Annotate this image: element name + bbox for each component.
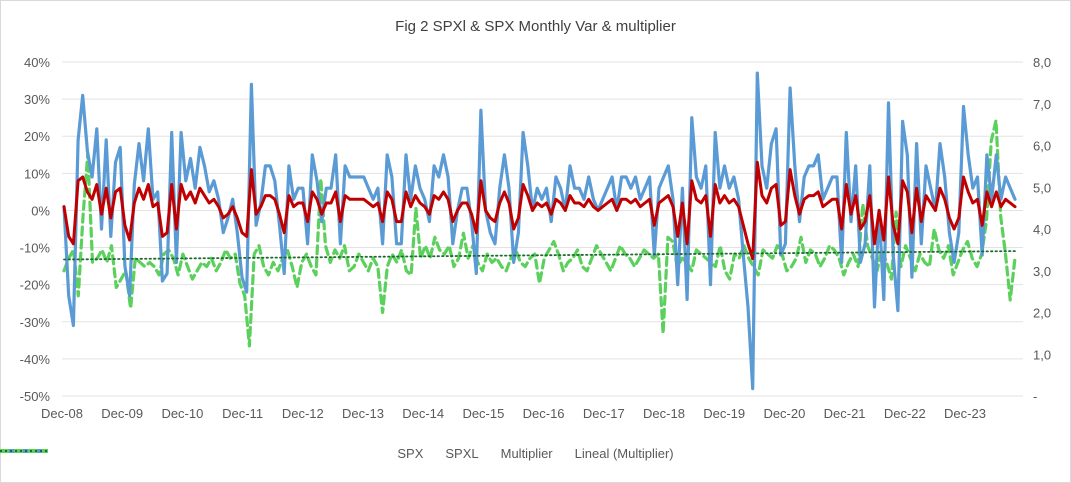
x-axis: Dec-08 Dec-09 Dec-10 Dec-11 Dec-12 Dec-13 Dec-… [41, 406, 986, 421]
y-left-tick-label: 10% [24, 166, 50, 181]
legend-label-spx: SPX [397, 446, 424, 461]
x-tick-label: Dec-12 [282, 406, 324, 421]
y-axis-right: 8,0 7,0 6,0 5,0 4,0 3,0 2,0 1,0 - [1033, 55, 1051, 404]
y-right-tick-label: 7,0 [1033, 97, 1051, 112]
y-right-tick-label: 4,0 [1033, 222, 1051, 237]
chart-title: Fig 2 SPXl & SPX Monthly Var & multiplie… [395, 18, 676, 35]
x-tick-label: Dec-15 [462, 406, 504, 421]
gridlines [62, 61, 1023, 397]
legend-swatch-multiplier [0, 449, 48, 453]
x-tick-label: Dec-19 [703, 406, 745, 421]
y-right-tick-label: - [1033, 389, 1037, 404]
series-line-trend [63, 250, 1016, 261]
x-tick-label: Dec-20 [763, 406, 805, 421]
y-right-tick-label: 2,0 [1033, 306, 1051, 321]
y-left-tick-label: -30% [20, 315, 51, 330]
x-tick-label: Dec-21 [824, 406, 866, 421]
x-tick-label: Dec-18 [643, 406, 685, 421]
y-left-tick-label: -10% [20, 241, 51, 256]
y-left-tick-label: 40% [24, 55, 50, 70]
x-tick-label: Dec-16 [523, 406, 565, 421]
legend-swatch-trend [0, 450, 48, 452]
y-left-tick-label: 0% [31, 203, 50, 218]
legend-item-spxl: SPXL [0, 446, 479, 461]
y-right-tick-label: 8,0 [1033, 55, 1051, 70]
y-left-tick-label: 20% [24, 129, 50, 144]
x-tick-label: Dec-09 [101, 406, 143, 421]
x-tick-label: Dec-17 [583, 406, 625, 421]
y-right-tick-label: 1,0 [1033, 347, 1051, 362]
y-right-tick-label: 6,0 [1033, 139, 1051, 154]
x-tick-label: Dec-10 [161, 406, 203, 421]
y-axis-left: 40% 30% 20% 10% 0% -10% -20% -30% -40% -50% [20, 55, 51, 404]
x-tick-label: Dec-23 [944, 406, 986, 421]
legend-item-multiplier: Multiplier [0, 446, 553, 461]
y-left-tick-label: -20% [20, 278, 51, 293]
legend-item-spx: SPX [0, 446, 424, 461]
series-line-spxl [62, 71, 1017, 391]
y-left-tick-label: -40% [20, 352, 51, 367]
legend-label-multiplier: Multiplier [500, 446, 553, 461]
x-tick-label: Dec-14 [402, 406, 444, 421]
y-right-tick-label: 3,0 [1033, 264, 1051, 279]
series-lines [62, 71, 1017, 391]
legend: SPX SPXL Multiplier Lineal (Multiplier) [0, 446, 1071, 461]
x-tick-label: Dec-08 [41, 406, 83, 421]
x-tick-label: Dec-11 [222, 406, 263, 421]
x-tick-label: Dec-13 [342, 406, 384, 421]
legend-label-spxl: SPXL [445, 446, 479, 461]
y-right-tick-label: 5,0 [1033, 180, 1051, 195]
y-left-tick-label: 30% [24, 92, 50, 107]
legend-item-trend: Lineal (Multiplier) [0, 446, 674, 461]
y-left-tick-label: -50% [20, 389, 51, 404]
x-tick-label: Dec-22 [884, 406, 926, 421]
series-line-spx [62, 160, 1017, 261]
legend-label-trend: Lineal (Multiplier) [574, 446, 674, 461]
